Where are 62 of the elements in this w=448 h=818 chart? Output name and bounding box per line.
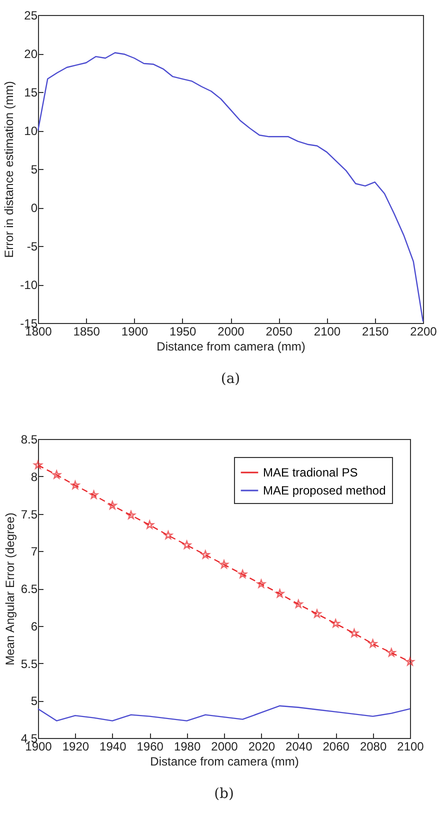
- point: [34, 460, 42, 469]
- x-tick-label: 2000: [211, 740, 238, 754]
- x-tick-label: 2040: [286, 740, 313, 754]
- point: [275, 589, 284, 598]
- y-tick-label: 5.5: [20, 656, 38, 671]
- legend-label: MAE proposed method: [263, 484, 386, 498]
- y-tick-label: 25: [24, 8, 38, 22]
- point: [164, 530, 173, 540]
- x-tick-label: 2100: [397, 740, 424, 754]
- x-tick-label: 2060: [322, 740, 350, 754]
- point: [368, 639, 378, 648]
- x-tick-label: 2050: [266, 324, 293, 338]
- x-axis-title: Distance from camera (mm): [156, 340, 306, 354]
- point: [350, 628, 359, 638]
- y-tick-label: 8: [30, 470, 38, 484]
- y-tick-label: 6: [30, 619, 38, 634]
- x-tick-label: 1960: [136, 740, 164, 754]
- y-tick-label: -10: [20, 278, 38, 292]
- y-axis-title: Error in distance estimation (mm): [2, 81, 16, 258]
- point: [126, 510, 136, 520]
- point: [387, 648, 396, 657]
- y-tick-label: 7.5: [20, 507, 38, 522]
- y-axis-title: Mean Angular Error (degree): [2, 512, 17, 666]
- x-tick-label: 2100: [314, 324, 341, 338]
- y-tick-label: 6.5: [20, 582, 38, 596]
- x-axis-title: Distance from camera (mm): [150, 754, 299, 768]
- x-tick-label: 1950: [170, 324, 197, 338]
- line-series: [37, 52, 424, 322]
- x-tick-label: 2000: [218, 324, 245, 338]
- line-series: [37, 705, 411, 722]
- point: [331, 619, 340, 628]
- y-tick-label: 15: [24, 86, 38, 100]
- x-tick-label: 2150: [362, 324, 390, 338]
- x-tick-label: 2080: [360, 740, 387, 754]
- y-tick-label: 8.5: [20, 432, 38, 446]
- x-tick-label: 1920: [62, 740, 90, 754]
- y-tick-label: 0: [30, 201, 38, 215]
- point: [312, 609, 322, 618]
- x-tick-label: 1980: [174, 740, 201, 754]
- x-tick-label: 1850: [73, 324, 100, 338]
- point: [294, 600, 303, 608]
- x-tick-label: 2200: [410, 324, 438, 338]
- y-tick-label: 10: [24, 124, 38, 138]
- x-tick-label: 2020: [248, 740, 276, 754]
- y-tick-label: 20: [24, 47, 38, 61]
- legend-label: MAE tradional PS: [263, 466, 358, 480]
- y-tick-label: 5: [30, 694, 38, 708]
- y-tick-label: 5: [30, 162, 38, 176]
- point: [406, 657, 414, 666]
- y-tick-label: -5: [26, 240, 38, 254]
- x-tick-label: 1940: [100, 740, 127, 754]
- point: [70, 480, 80, 490]
- point: [52, 470, 61, 479]
- text: (a): [220, 371, 240, 387]
- point: [145, 520, 154, 529]
- text: (b): [214, 786, 234, 802]
- x-tick-label: 1900: [121, 324, 148, 338]
- point: [238, 570, 247, 578]
- y-tick-label: 7: [30, 544, 38, 559]
- point: [256, 579, 266, 588]
- point: [201, 550, 210, 559]
- point: [182, 540, 192, 549]
